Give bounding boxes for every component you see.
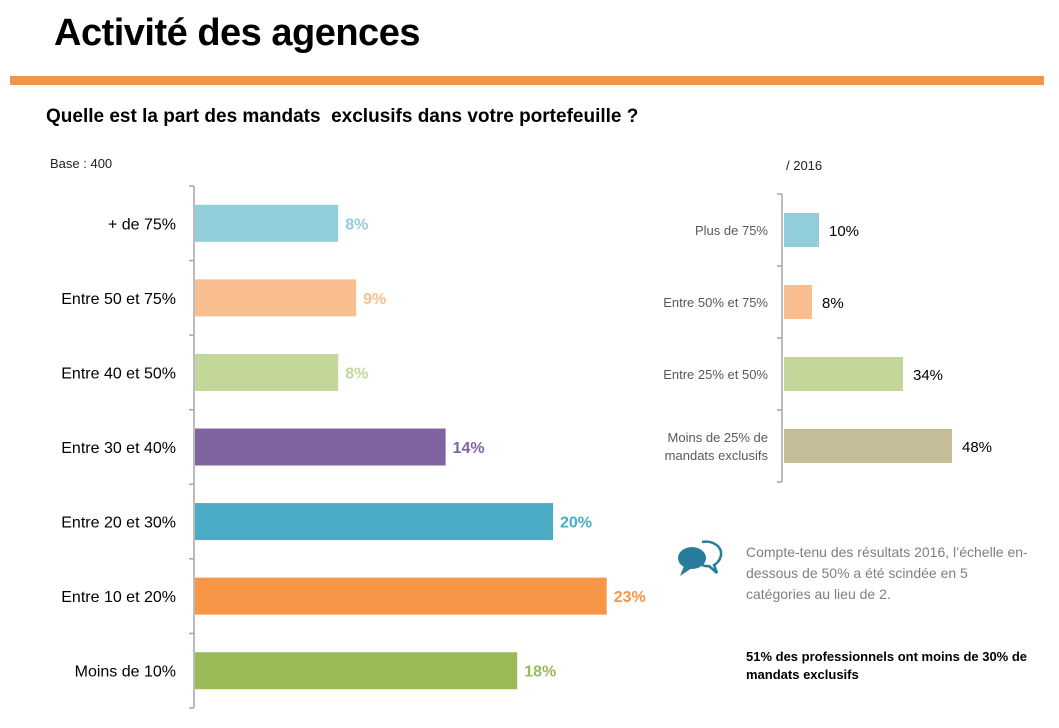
main-bar: [195, 428, 446, 466]
main-category-label: Entre 20 et 30%: [61, 515, 176, 532]
title-divider: [10, 76, 1044, 85]
main-bar: [195, 279, 357, 317]
comparison-value-label: 34%: [913, 367, 943, 384]
comparison-category-label: Plus de 75%: [695, 223, 768, 238]
comparison-value-label: 8%: [822, 295, 844, 312]
main-category-label: Entre 30 et 40%: [61, 440, 176, 457]
comparison-bar: [784, 357, 903, 391]
main-value-label: 8%: [345, 216, 368, 233]
base-label: Base : 400: [50, 156, 113, 171]
comparison-year-label: / 2016: [786, 158, 823, 173]
comparison-value-label: 10%: [829, 223, 859, 240]
main-bar: [195, 503, 553, 541]
main-category-label: Entre 10 et 20%: [61, 589, 176, 606]
comparison-category-label: Entre 50% et 75%: [663, 295, 768, 310]
comparison-category-label: mandats exclusifs: [665, 448, 769, 463]
page-title: Activité des agences: [54, 12, 420, 54]
main-value-label: 23%: [614, 589, 646, 606]
comparison-category-label: Moins de 25% de: [668, 430, 768, 445]
main-value-label: 20%: [560, 515, 592, 532]
comparison-category-label: Entre 25% et 50%: [663, 367, 768, 382]
main-bar: [195, 204, 339, 242]
main-value-label: 8%: [345, 365, 368, 382]
main-value-label: 14%: [453, 440, 485, 457]
comparison-value-label: 48%: [962, 439, 992, 456]
key-conclusion: 51% des professionnels ont moins de 30% …: [746, 649, 1028, 682]
comparison-bar: [784, 285, 812, 319]
survey-question: Quelle est la part des mandats exclusifs…: [46, 106, 639, 127]
main-value-label: 9%: [363, 291, 386, 308]
explanatory-note: Compte-tenu des résultats 2016, l’échell…: [746, 544, 1028, 602]
main-bar: [195, 652, 518, 690]
main-bar: [195, 353, 339, 391]
main-category-label: Moins de 10%: [75, 664, 176, 681]
comparison-bar: [784, 213, 819, 247]
main-category-label: + de 75%: [108, 216, 176, 233]
comparison-bar: [784, 429, 952, 463]
main-value-label: 18%: [524, 664, 556, 681]
main-category-label: Entre 50 et 75%: [61, 291, 176, 308]
main-bar: [195, 577, 607, 615]
speech-bubbles-icon: [676, 538, 724, 580]
main-category-label: Entre 40 et 50%: [61, 365, 176, 382]
